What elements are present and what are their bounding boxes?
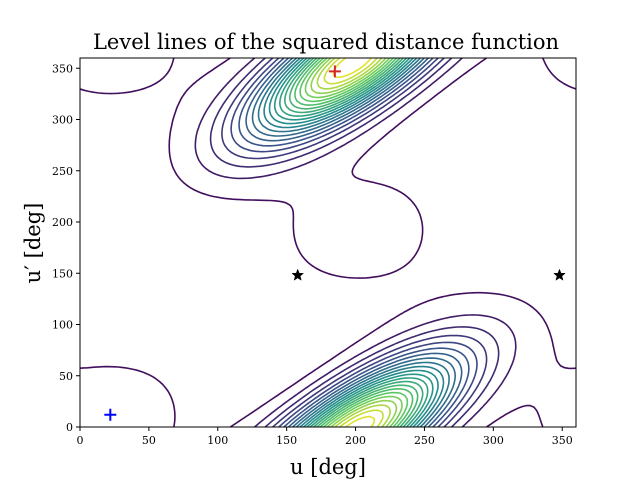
saddle-marker xyxy=(553,268,566,281)
y-axis-label: u′ [deg] xyxy=(21,203,45,284)
y-tick-label: 350 xyxy=(52,62,73,75)
x-tick-label: 150 xyxy=(276,434,297,447)
y-tick-label: 200 xyxy=(52,216,73,229)
contour-level-line xyxy=(268,58,439,427)
y-tick-label: 50 xyxy=(59,370,73,383)
plot-frame xyxy=(79,57,577,428)
x-tick-label: 350 xyxy=(552,434,573,447)
contour-lines xyxy=(80,58,576,427)
x-tick-label: 200 xyxy=(345,434,366,447)
y-tick-label: 150 xyxy=(52,267,73,280)
contour-level-line xyxy=(230,58,478,427)
chart-title: Level lines of the squared distance func… xyxy=(93,30,559,54)
x-tick-label: 100 xyxy=(207,434,228,447)
saddle-marker xyxy=(291,268,305,281)
contour-level-line xyxy=(209,58,500,427)
markers xyxy=(104,65,566,421)
contour-level-line xyxy=(273,58,434,427)
contour-level-line xyxy=(289,58,419,427)
x-tick-label: 250 xyxy=(414,434,435,447)
minimum-marker xyxy=(104,408,117,421)
x-axis-label: u [deg] xyxy=(290,455,366,479)
contour-level-line xyxy=(323,58,384,427)
contour-level-line xyxy=(221,58,488,427)
contour-level-line xyxy=(279,58,429,427)
x-tick-label: 50 xyxy=(142,434,156,447)
contour-level-line xyxy=(80,58,576,427)
x-tick-label: 0 xyxy=(77,434,84,447)
contour-level-line xyxy=(245,58,463,427)
y-axis: 0 50 100 150 200 250 300 350 xyxy=(52,62,80,434)
maximum-marker xyxy=(328,65,341,78)
contour-level-line xyxy=(284,58,424,427)
y-tick-label: 250 xyxy=(52,165,73,178)
x-axis: 0 50 100 150 200 250 300 350 xyxy=(77,427,573,447)
y-tick-label: 300 xyxy=(52,114,73,127)
x-tick-label: 300 xyxy=(483,434,504,447)
y-tick-label: 100 xyxy=(52,319,73,332)
contour-level-line xyxy=(238,58,470,427)
y-tick-label: 0 xyxy=(66,421,73,434)
